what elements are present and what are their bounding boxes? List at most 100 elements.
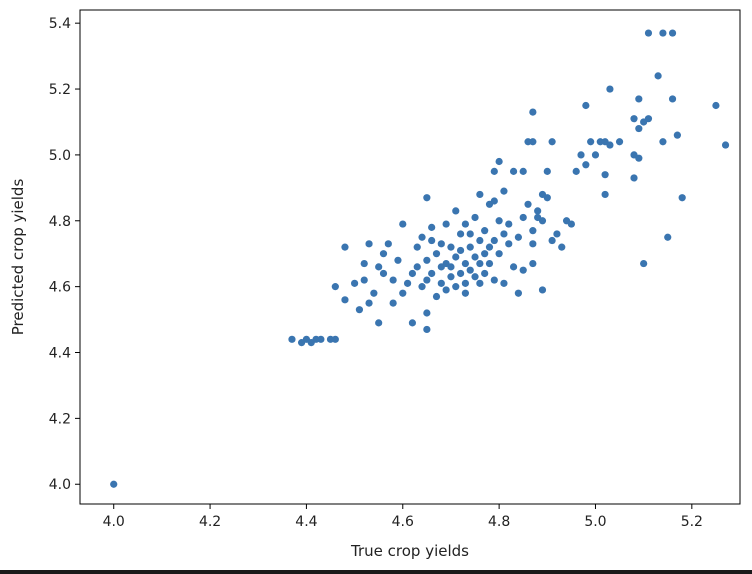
scatter-point	[630, 115, 638, 123]
scatter-point	[485, 243, 494, 251]
scatter-point	[519, 213, 527, 222]
scatter-point	[447, 263, 455, 271]
y-axis-label: Predicted crop yields	[9, 179, 27, 336]
scatter-point	[476, 279, 484, 287]
x-tick-label: 4.4	[295, 514, 317, 530]
scatter-point	[365, 240, 373, 248]
y-tick-label: 4.2	[49, 411, 71, 427]
scatter-point	[110, 480, 118, 488]
scatter-point	[630, 174, 638, 182]
scatter-point	[543, 167, 551, 175]
scatter-point	[471, 213, 479, 222]
scatter-point	[490, 197, 498, 205]
y-tick-label: 4.4	[49, 346, 71, 362]
scatter-point	[582, 161, 590, 169]
scatter-point	[538, 286, 547, 294]
scatter-point	[601, 171, 609, 179]
x-tick-label: 4.8	[488, 514, 510, 530]
scatter-point	[481, 227, 489, 235]
scatter-point	[413, 263, 421, 271]
scatter-point	[461, 220, 470, 228]
scatter-point	[456, 246, 465, 255]
scatter-point	[529, 259, 537, 268]
scatter-point	[471, 273, 479, 281]
scatter-point	[432, 250, 441, 258]
scatter-point	[452, 283, 460, 291]
x-axis-label: True crop yields	[350, 542, 469, 560]
y-tick-label: 4.0	[49, 477, 71, 493]
scatter-point	[543, 194, 551, 202]
window-bottom-edge	[0, 570, 752, 574]
scatter-point	[331, 335, 339, 343]
scatter-point	[461, 289, 470, 297]
scatter-point	[403, 279, 412, 287]
scatter-point	[461, 259, 470, 268]
x-tick-label: 4.2	[199, 514, 221, 530]
scatter-point	[495, 250, 503, 258]
y-tick-label: 5.2	[49, 82, 71, 98]
scatter-point	[456, 269, 465, 278]
scatter-point	[668, 29, 677, 37]
axis-ticks: 4.0 4.2 4.4 4.6 4.8 5.0 5.2 4.0 4.2 4.4 4.6 4.8 5.0 5…	[49, 16, 703, 530]
scatter-point	[476, 190, 484, 199]
x-tick-label: 5.2	[681, 514, 703, 530]
scatter-point	[659, 138, 667, 146]
scatter-point	[394, 256, 402, 264]
scatter-point	[659, 29, 667, 37]
scatter-point	[476, 236, 484, 245]
scatter-point	[341, 296, 349, 304]
scatter-point	[644, 29, 653, 37]
scatter-point	[567, 220, 575, 228]
x-tick-label: 4.6	[392, 514, 414, 530]
scatter-point	[452, 207, 460, 215]
scatter-point	[360, 276, 368, 284]
scatter-point	[505, 240, 513, 248]
scatter-point	[524, 200, 532, 208]
scatter-point	[452, 253, 460, 261]
scatter-point	[466, 230, 474, 238]
scatter-point	[408, 319, 417, 327]
scatter-point	[399, 289, 407, 297]
scatter-point	[534, 207, 542, 215]
scatter-point	[591, 151, 600, 159]
scatter-point	[558, 243, 566, 251]
scatter-point	[678, 194, 686, 202]
scatter-point	[548, 138, 556, 146]
scatter-point	[461, 279, 470, 287]
scatter-point	[418, 233, 426, 241]
scatter-point	[514, 233, 522, 241]
y-tick-label: 4.6	[49, 280, 71, 296]
scatter-point	[529, 108, 537, 116]
scatter-point	[485, 259, 494, 268]
scatter-point	[399, 220, 407, 228]
scatter-point	[384, 240, 392, 248]
scatter-point	[456, 230, 465, 238]
scatter-point	[601, 190, 609, 199]
scatter-point	[442, 220, 450, 228]
scatter-point	[500, 279, 508, 287]
scatter-point	[471, 253, 479, 261]
scatter-point	[514, 289, 522, 297]
scatter-point	[572, 167, 580, 175]
scatter-point	[495, 217, 503, 225]
scatter-point	[509, 167, 518, 175]
y-tick-label: 4.8	[49, 214, 71, 230]
scatter-point	[712, 101, 720, 110]
y-tick-label: 5.0	[49, 148, 71, 164]
scatter-point	[375, 263, 383, 271]
scatter-point	[635, 95, 643, 103]
scatter-point	[423, 194, 431, 202]
scatter-point	[447, 273, 455, 281]
scatter-point	[341, 243, 349, 251]
plot-frame	[79, 9, 741, 505]
scatter-point	[476, 259, 484, 268]
scatter-point	[640, 259, 648, 268]
scatter-point	[437, 240, 445, 248]
scatter-point	[673, 131, 681, 139]
scatter-point	[635, 124, 643, 133]
scatter-point	[423, 309, 431, 317]
scatter-point	[509, 263, 518, 271]
scatter-point	[538, 217, 547, 225]
x-tick-label: 5.0	[584, 514, 606, 530]
